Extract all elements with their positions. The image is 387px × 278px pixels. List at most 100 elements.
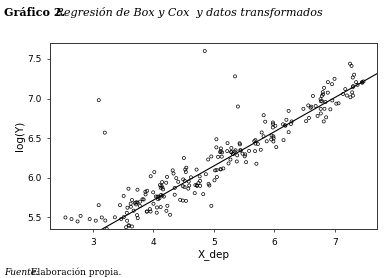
Point	[318, 111, 324, 116]
Point	[96, 98, 102, 102]
Point	[350, 93, 356, 98]
X-axis label: X_dep: X_dep	[198, 249, 230, 260]
Point	[197, 179, 203, 183]
Point	[215, 155, 221, 159]
Point	[69, 238, 75, 242]
Point	[134, 187, 140, 192]
Point	[182, 185, 188, 189]
Point	[227, 157, 233, 162]
Point	[68, 217, 75, 221]
Point	[102, 130, 108, 135]
Point	[286, 130, 292, 134]
Point	[192, 191, 198, 195]
Point	[219, 150, 225, 155]
Point	[322, 100, 329, 104]
Point	[321, 106, 327, 111]
Point	[300, 106, 307, 111]
Point	[273, 145, 279, 149]
Point	[271, 136, 277, 140]
Point	[224, 149, 230, 153]
Point	[359, 80, 365, 84]
Point	[132, 201, 138, 205]
Point	[340, 92, 346, 96]
Point	[243, 160, 249, 164]
Point	[252, 138, 259, 142]
Point	[183, 199, 189, 203]
Point	[172, 186, 178, 190]
Point	[270, 120, 276, 125]
Point	[310, 94, 316, 98]
Point	[130, 208, 137, 213]
Point	[236, 141, 243, 145]
Point	[177, 198, 183, 202]
Point	[92, 219, 99, 223]
Point	[87, 217, 93, 221]
Point	[96, 231, 102, 235]
Point	[329, 98, 336, 103]
Point	[237, 142, 243, 147]
Point	[188, 175, 194, 180]
Point	[163, 180, 169, 185]
Text: Fuente:: Fuente:	[4, 268, 39, 277]
Point	[344, 93, 350, 98]
Point	[157, 183, 163, 187]
Point	[194, 183, 200, 188]
Point	[129, 224, 135, 229]
Point	[213, 137, 219, 142]
Point	[303, 119, 309, 123]
Point	[182, 167, 188, 172]
Point	[167, 213, 173, 217]
Point	[217, 150, 223, 154]
Point	[342, 87, 348, 91]
Point	[350, 85, 356, 90]
Point	[259, 130, 265, 135]
Point	[282, 123, 288, 128]
Point	[231, 149, 238, 154]
Point	[194, 167, 200, 172]
Point	[336, 101, 342, 106]
Point	[347, 95, 353, 100]
Point	[238, 148, 244, 153]
Point	[183, 170, 189, 174]
Point	[144, 188, 150, 193]
Point	[144, 209, 150, 214]
Point	[140, 197, 147, 202]
Point	[348, 64, 354, 68]
Point	[123, 225, 129, 229]
Point	[137, 199, 143, 204]
Point	[133, 200, 139, 205]
Point	[159, 185, 166, 190]
Point	[61, 244, 67, 249]
Point	[233, 148, 239, 153]
Point	[217, 167, 223, 172]
Point	[318, 106, 324, 111]
Point	[282, 123, 288, 128]
Point	[202, 49, 208, 53]
Point	[192, 183, 199, 187]
Point	[62, 215, 68, 220]
Point	[240, 152, 246, 156]
Point	[135, 216, 141, 220]
Point	[253, 162, 259, 166]
Point	[125, 187, 132, 191]
Point	[281, 138, 287, 142]
Point	[180, 177, 186, 182]
Point	[325, 90, 331, 95]
Point	[230, 152, 236, 156]
Point	[246, 149, 252, 153]
Point	[151, 202, 157, 206]
Point	[125, 223, 132, 227]
Point	[232, 74, 238, 79]
Point	[228, 150, 234, 154]
Point	[117, 203, 123, 207]
Point	[270, 122, 276, 126]
Point	[121, 215, 127, 219]
Point	[228, 146, 235, 150]
Point	[317, 97, 324, 101]
Point	[264, 139, 270, 143]
Point	[217, 149, 224, 153]
Point	[186, 183, 192, 188]
Point	[160, 187, 166, 192]
Point	[158, 193, 164, 197]
Point	[347, 61, 353, 66]
